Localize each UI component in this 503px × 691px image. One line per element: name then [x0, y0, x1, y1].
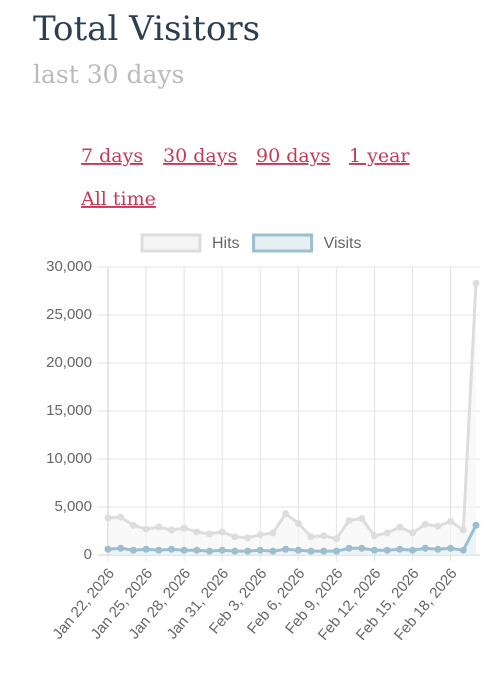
point — [396, 545, 404, 553]
point — [409, 529, 417, 537]
point — [193, 546, 201, 554]
point — [104, 545, 112, 553]
subtitle: last 30 days — [33, 60, 184, 89]
range-link[interactable]: All time — [80, 188, 156, 210]
legend-swatch — [140, 233, 202, 253]
point — [370, 546, 378, 554]
title: Total Visitors — [33, 9, 260, 49]
point — [421, 520, 429, 528]
point — [129, 546, 137, 554]
point — [142, 525, 150, 533]
point — [434, 522, 442, 530]
point — [193, 528, 201, 536]
point — [269, 529, 277, 537]
point — [218, 528, 226, 536]
y-tick-label: 0 — [84, 546, 92, 563]
range-link[interactable]: 90 days — [256, 145, 330, 167]
point — [117, 544, 125, 552]
point — [282, 510, 290, 518]
point — [421, 544, 429, 552]
point — [256, 531, 264, 539]
point — [142, 545, 150, 553]
range-link[interactable]: 1 year — [349, 145, 410, 167]
point — [472, 279, 480, 287]
y-tick-label: 5,000 — [54, 498, 92, 515]
point — [396, 523, 404, 531]
point — [167, 545, 175, 553]
point — [117, 513, 125, 521]
point — [129, 521, 137, 529]
point — [294, 519, 302, 527]
point — [231, 533, 239, 541]
legend-label: Visits — [324, 235, 362, 252]
point — [269, 547, 277, 555]
point — [244, 547, 252, 555]
point — [167, 526, 175, 534]
point — [256, 546, 264, 554]
point — [370, 532, 378, 540]
y-tick-label: 30,000 — [46, 258, 92, 275]
point — [218, 546, 226, 554]
range-link[interactable]: 30 days — [163, 145, 237, 167]
point — [307, 533, 315, 541]
point — [345, 516, 353, 524]
point — [307, 547, 315, 555]
point — [332, 547, 340, 555]
point — [282, 545, 290, 553]
point — [294, 546, 302, 554]
y-tick-label: 20,000 — [46, 354, 92, 371]
point — [447, 544, 455, 552]
point — [104, 514, 112, 522]
point — [320, 532, 328, 540]
y-tick-label: 15,000 — [46, 402, 92, 419]
point — [206, 547, 214, 555]
legend-swatch — [252, 233, 314, 253]
point — [180, 546, 188, 554]
point — [345, 544, 353, 552]
point — [332, 535, 340, 543]
point — [459, 546, 467, 554]
point — [206, 530, 214, 538]
y-tick-label: 25,000 — [46, 306, 92, 323]
point — [155, 546, 163, 554]
point — [459, 526, 467, 534]
point — [383, 546, 391, 554]
point — [180, 524, 188, 532]
point — [472, 521, 480, 529]
point — [320, 547, 328, 555]
point — [409, 546, 417, 554]
legend-label: Hits — [212, 235, 240, 252]
area — [108, 283, 476, 555]
range-link[interactable]: 7 days — [81, 145, 143, 167]
point — [447, 517, 455, 525]
point — [358, 544, 366, 552]
point — [358, 515, 366, 523]
y-tick-label: 10,000 — [46, 450, 92, 467]
point — [231, 547, 239, 555]
point — [383, 529, 391, 537]
point — [244, 534, 252, 542]
point — [155, 523, 163, 531]
point — [434, 545, 442, 553]
